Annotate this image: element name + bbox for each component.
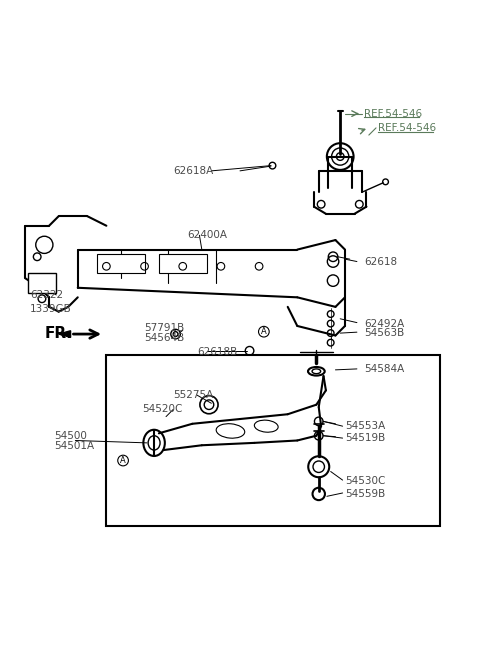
- Text: 54501A: 54501A: [54, 442, 94, 451]
- Bar: [97, 254, 144, 274]
- Text: 54559B: 54559B: [345, 489, 385, 499]
- Text: A: A: [261, 327, 267, 336]
- Bar: [28, 274, 56, 293]
- Text: 54500: 54500: [54, 431, 87, 441]
- Text: 54563B: 54563B: [364, 328, 404, 338]
- Text: 62322: 62322: [30, 290, 63, 300]
- Text: A: A: [120, 456, 126, 465]
- Text: REF.54-546: REF.54-546: [364, 109, 422, 119]
- Text: 54553A: 54553A: [345, 421, 385, 431]
- Bar: [107, 354, 441, 526]
- Text: 62618: 62618: [364, 256, 397, 266]
- Text: 62618A: 62618A: [173, 166, 214, 176]
- Text: 62400A: 62400A: [188, 230, 228, 240]
- Text: 57791B: 57791B: [144, 323, 185, 333]
- Polygon shape: [59, 331, 71, 338]
- Text: 54530C: 54530C: [345, 476, 385, 486]
- Text: 1339GB: 1339GB: [30, 304, 72, 314]
- Text: 62618B: 62618B: [197, 347, 237, 357]
- Text: 62492A: 62492A: [364, 319, 404, 329]
- Text: 55275A: 55275A: [173, 390, 214, 400]
- Text: FR.: FR.: [44, 325, 72, 341]
- Text: 54519B: 54519B: [345, 433, 385, 443]
- Text: 54520C: 54520C: [142, 405, 182, 415]
- Bar: [159, 254, 206, 274]
- Text: REF.54-546: REF.54-546: [378, 123, 436, 133]
- Text: 54564B: 54564B: [144, 333, 185, 343]
- Text: 54584A: 54584A: [364, 364, 404, 374]
